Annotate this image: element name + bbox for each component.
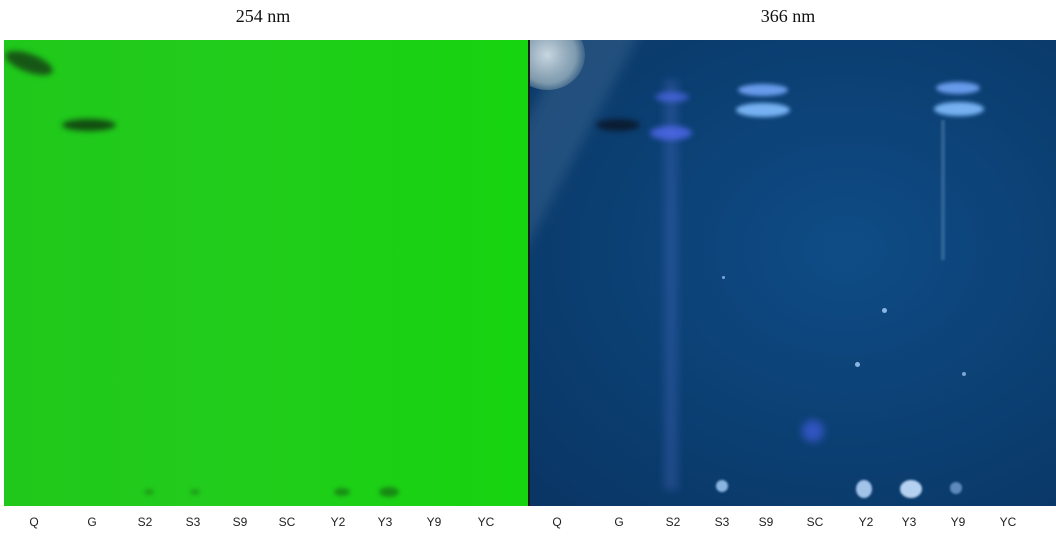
speck: [722, 276, 725, 279]
speck: [855, 362, 860, 367]
lane-label-366: Q: [552, 515, 562, 529]
baseline-spot-s2-254: [144, 489, 154, 495]
panel-divider: [528, 40, 530, 506]
lane-label-366: Y3: [901, 515, 917, 529]
baseline-spot-s3-366: [716, 480, 728, 492]
lane-labels: Q G S2 S3 S9 SC Y2 Y3 Y9 YC Q G S2 S3 S9…: [0, 515, 1056, 539]
baseline-spot-y3-366: [900, 480, 922, 498]
baseline-spot-y2-366: [856, 480, 872, 498]
lane-label-254: S2: [137, 515, 153, 529]
speck: [962, 372, 966, 376]
panel-title-366: 366 nm: [760, 6, 816, 26]
lane-label-366: G: [614, 515, 624, 529]
lane-label-366: S2: [665, 515, 681, 529]
spot-sc-366: [802, 420, 824, 442]
baseline-spot-s3-254: [190, 489, 200, 495]
lane-streak-s2: [664, 80, 678, 490]
lane-label-366: Y9: [950, 515, 966, 529]
band-s9-lower: [736, 103, 790, 117]
band-s2-lower: [650, 126, 692, 140]
lane-label-366: SC: [806, 515, 824, 529]
baseline-spot-y3-254: [379, 487, 399, 497]
lane-label-366: S3: [714, 515, 730, 529]
tlc-plate-366nm: [530, 40, 1056, 506]
lane-label-254: Y9: [426, 515, 442, 529]
band-y9-upper: [936, 82, 980, 94]
lane-label-254: G: [87, 515, 97, 529]
band-s9-upper: [738, 84, 788, 96]
spot-g-254: [62, 119, 116, 131]
baseline-spot-y9-366: [950, 482, 962, 494]
lane-label-254: Y3: [377, 515, 393, 529]
lane-label-366: S9: [758, 515, 774, 529]
band-s2-upper: [655, 92, 689, 102]
light-streak: [530, 40, 643, 488]
lane-label-254: S3: [185, 515, 201, 529]
lane-label-254: YC: [477, 515, 495, 529]
speck: [882, 308, 887, 313]
panel-title-254: 254 nm: [235, 6, 291, 26]
lane-label-366: YC: [999, 515, 1017, 529]
lane-label-254: Q: [29, 515, 39, 529]
band-y9-lower: [934, 102, 984, 116]
lane-label-366: Y2: [858, 515, 874, 529]
lane-label-254: Y2: [330, 515, 346, 529]
spot-g-366: [596, 119, 640, 131]
lane-label-254: S9: [232, 515, 248, 529]
lane-label-254: SC: [278, 515, 296, 529]
tlc-plate-254nm: [4, 40, 528, 506]
baseline-spot-y2-254: [334, 488, 350, 496]
lane-streak-y9: [941, 120, 945, 260]
spot-q-254: [4, 45, 56, 81]
